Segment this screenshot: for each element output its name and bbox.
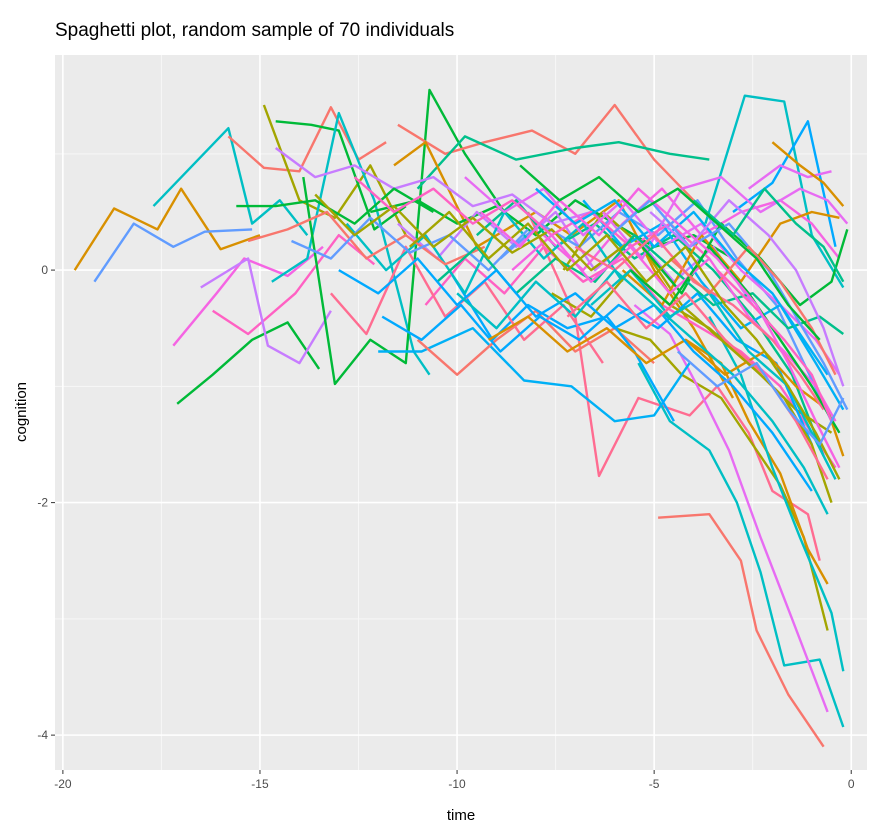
series-line-8: [212, 233, 376, 336]
series-line-6: [262, 104, 407, 236]
series-line-43: [236, 187, 435, 225]
series-line-9: [172, 245, 324, 347]
series-line-64: [338, 257, 813, 492]
x-tick-label: 0: [848, 777, 855, 791]
series-line-66: [456, 268, 829, 515]
series-line-68: [519, 164, 821, 341]
series-line-41: [274, 147, 592, 225]
series-line-67: [479, 187, 841, 469]
y-tick-label: -4: [37, 728, 48, 742]
series-line-49: [464, 176, 841, 376]
grid-major: [55, 55, 867, 770]
series-line-37: [621, 210, 840, 307]
series-line-24: [708, 316, 845, 672]
series-line-14: [416, 135, 710, 190]
x-tick-label: -20: [54, 777, 72, 791]
y-tick-label: 0: [41, 263, 48, 277]
series-line-42: [247, 210, 486, 266]
series-line-61: [716, 269, 833, 422]
series-line-45: [314, 193, 632, 272]
x-tick-label: -10: [448, 777, 466, 791]
series-line-11: [271, 111, 431, 376]
series-layer: [73, 88, 849, 748]
series-line-55: [590, 268, 837, 480]
series-line-57: [629, 245, 841, 434]
series-line-60: [692, 187, 845, 283]
series-line-29: [397, 210, 754, 306]
series-line-12: [302, 88, 506, 386]
series-line-19: [658, 513, 825, 748]
series-line-70: [677, 350, 845, 446]
series-line-4: [176, 321, 321, 405]
series-line-54: [574, 233, 825, 411]
series-line-2: [93, 222, 253, 283]
x-tick-label: -15: [251, 777, 269, 791]
series-line-3: [152, 126, 309, 236]
series-line-50: [487, 315, 845, 457]
series-line-63: [771, 141, 845, 207]
series-line-25: [378, 327, 691, 423]
series-line-22: [633, 304, 829, 713]
series-line-20: [637, 362, 845, 728]
series-line-52: [535, 187, 829, 376]
y-tick-label: -2: [37, 496, 48, 510]
series-line-32: [499, 199, 833, 422]
series-line-5: [227, 106, 387, 173]
y-axis-label: cognition: [13, 382, 30, 442]
y-axis: -4 -2 0: [37, 263, 55, 742]
series-line-16: [732, 120, 837, 248]
x-axis-label: time: [447, 807, 475, 824]
series-line-46: [353, 176, 711, 260]
series-line-44: [291, 216, 529, 272]
series-line-10: [200, 257, 332, 365]
series-line-53: [551, 268, 833, 503]
series-line-58: [649, 199, 845, 387]
x-axis: -20 -15 -10 -5 0: [54, 770, 855, 791]
series-line-62: [747, 164, 832, 190]
series-line-1: [73, 187, 261, 271]
chart-title: Spaghetti plot, random sample of 70 indi…: [55, 20, 455, 41]
series-line-15: [704, 94, 845, 289]
series-line-65: [409, 210, 841, 480]
series-line-7: [275, 120, 407, 231]
x-tick-label: -5: [649, 777, 660, 791]
grid-minor: [55, 55, 867, 770]
